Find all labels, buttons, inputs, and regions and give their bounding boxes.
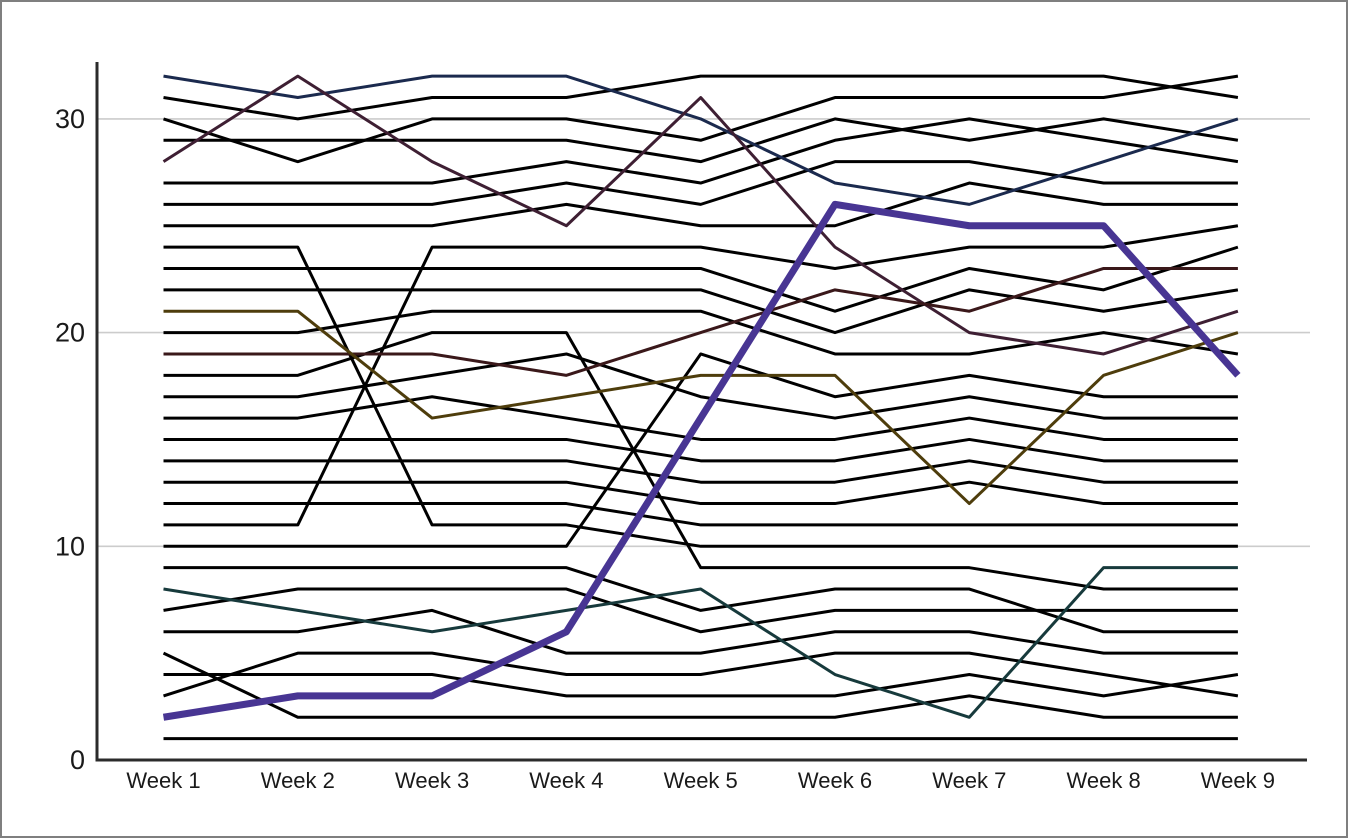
x-tick-label-week-1: Week 1 xyxy=(126,768,200,793)
series-09-line xyxy=(163,224,1239,527)
series-darkred-line xyxy=(163,266,1238,377)
series-03-line xyxy=(163,673,1239,698)
x-tick-label-week-9: Week 9 xyxy=(1201,768,1275,793)
series-25-line xyxy=(163,74,1239,164)
series-08-line xyxy=(163,352,1238,548)
series-16-line xyxy=(163,331,1238,591)
series-21-line xyxy=(163,181,1238,228)
series-15-line xyxy=(163,352,1238,420)
x-tick-label-week-4: Week 4 xyxy=(529,768,603,793)
series-11-line xyxy=(163,480,1238,506)
y-tick-label-0: 0 xyxy=(70,745,85,775)
series-02-line xyxy=(162,651,1238,719)
series-maroon-line xyxy=(162,74,1239,356)
series-23-line xyxy=(163,117,1239,185)
series-26-line xyxy=(163,74,1239,121)
series-20-line xyxy=(163,245,1238,548)
series-17-line xyxy=(163,309,1239,356)
x-tick-label-week-5: Week 5 xyxy=(664,768,738,793)
x-tick-label-week-6: Week 6 xyxy=(798,768,872,793)
y-tick-label-30: 30 xyxy=(55,104,85,134)
series-10-line xyxy=(163,502,1238,527)
x-tick-label-week-8: Week 8 xyxy=(1067,768,1141,793)
series-highlight-line xyxy=(162,200,1241,721)
y-tick-label-20: 20 xyxy=(55,318,85,348)
series-06-line xyxy=(163,587,1238,634)
series-navy-line xyxy=(163,74,1239,206)
series-13-line xyxy=(163,437,1238,463)
x-tick-label-week-3: Week 3 xyxy=(395,768,469,793)
series-04-line xyxy=(163,651,1239,698)
series-olive-line xyxy=(163,309,1239,506)
x-tick-label-week-7: Week 7 xyxy=(932,768,1006,793)
series-24-line xyxy=(163,117,1239,164)
series-18-line xyxy=(163,288,1239,335)
series-12-line xyxy=(163,459,1238,484)
x-tick-label-week-2: Week 2 xyxy=(261,768,335,793)
series-05-line xyxy=(163,608,1238,655)
series-14-line xyxy=(163,395,1238,441)
series-teal-line xyxy=(163,566,1238,719)
y-tick-label-10: 10 xyxy=(55,531,85,561)
